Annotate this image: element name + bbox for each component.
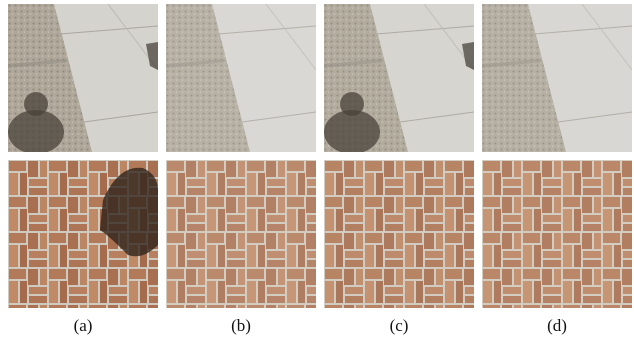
panel-label: (a)	[74, 316, 93, 335]
tone	[482, 160, 632, 308]
sidewalk-image	[166, 4, 316, 152]
brick-image	[166, 160, 316, 308]
page: (a) (b) (c) (d) (() => { const data = JS…	[0, 0, 634, 345]
brick-image	[8, 160, 158, 308]
tone	[166, 4, 316, 152]
shadow	[8, 110, 64, 154]
panel-label: (b)	[231, 316, 251, 335]
panel-label: (c)	[390, 316, 409, 335]
sidewalk-image	[8, 4, 158, 154]
brick-image	[324, 160, 474, 308]
shadow	[340, 92, 364, 116]
shadow	[24, 92, 48, 116]
panel-label: (d)	[547, 316, 567, 335]
tone	[482, 4, 632, 152]
tone	[324, 160, 474, 308]
shadow	[324, 110, 380, 154]
figure: (a) (b) (c) (d)	[0, 0, 634, 345]
sidewalk-image	[482, 4, 632, 152]
brick-image	[482, 160, 632, 308]
tone	[166, 160, 316, 308]
sidewalk-image	[324, 4, 474, 154]
